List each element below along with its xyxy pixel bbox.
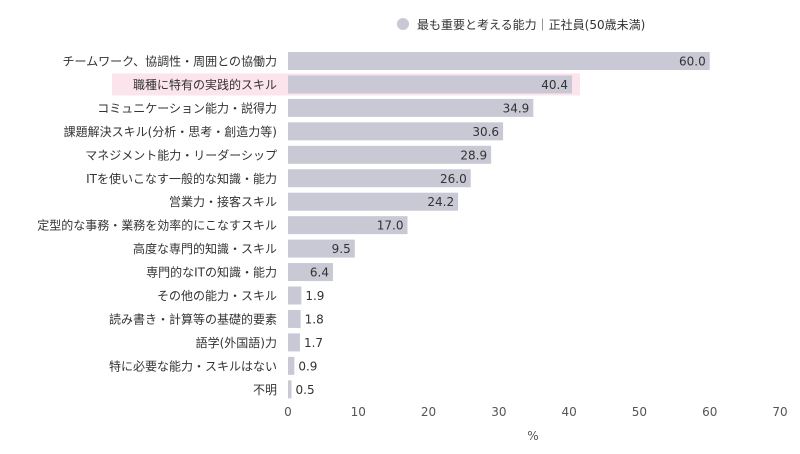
data-label: 30.6: [472, 125, 499, 139]
category-label: 課題解決スキル(分析・思考・創造力等): [64, 124, 277, 139]
category-label: 高度な専門的知識・スキル: [133, 241, 277, 256]
category-label: 専門的なITの知識・能力: [146, 265, 277, 280]
x-axis-label: %: [527, 429, 538, 443]
bar: [288, 239, 355, 258]
data-label: 6.4: [310, 266, 329, 280]
category-label: チームワーク、協調性・周囲との協働力: [63, 54, 277, 69]
data-label: 1.7: [304, 336, 323, 350]
category-label: 定型的な事務・業務を効率的にこなすスキル: [37, 218, 277, 233]
x-tick-label: 20: [421, 405, 436, 419]
x-tick-label: 40: [562, 405, 577, 419]
bar: [288, 169, 471, 188]
data-label: 1.8: [305, 312, 324, 326]
bar: [288, 192, 459, 211]
data-label: 0.5: [296, 383, 315, 397]
legend-marker: [397, 18, 409, 30]
data-label: 34.9: [503, 101, 530, 115]
category-label: 不明: [253, 383, 277, 397]
bar: [288, 286, 302, 305]
data-label: 40.4: [541, 78, 568, 92]
bar: [288, 122, 504, 141]
category-label: マネジメント能力・リーダーシップ: [85, 147, 277, 162]
x-tick-label: 10: [351, 405, 366, 419]
category-label: ITを使いこなす一般的な知識・能力: [86, 171, 277, 186]
x-tick-label: 30: [491, 405, 506, 419]
category-label: 語学(外国語)力: [196, 335, 277, 350]
bar: [288, 380, 292, 399]
bar: [288, 52, 710, 70]
bar: [288, 145, 492, 164]
x-tick-label: 50: [632, 405, 647, 419]
bar: [288, 309, 301, 328]
bar: [288, 216, 408, 235]
category-label: その他の能力・スキル: [157, 289, 277, 303]
x-tick-label: 60: [702, 405, 717, 419]
data-label: 9.5: [332, 242, 351, 256]
category-label: 職種に特有の実践的スキル: [133, 77, 277, 92]
bar: [288, 263, 333, 282]
data-label: 0.9: [298, 359, 317, 373]
data-label: 17.0: [377, 219, 404, 233]
x-tick-label: 70: [772, 405, 787, 419]
category-label: 営業力・接客スキル: [169, 194, 277, 209]
data-label: 28.9: [460, 148, 487, 162]
legend-label: 最も重要と考える能力｜正社員(50歳未満): [417, 17, 645, 32]
data-label: 24.2: [427, 195, 454, 209]
data-label: 60.0: [679, 55, 706, 69]
data-label: 1.9: [305, 289, 324, 303]
data-label: 26.0: [440, 172, 467, 186]
bar: [288, 333, 300, 352]
x-tick-label: 0: [284, 405, 292, 419]
category-label: コミュニケーション能力・説得力: [97, 100, 277, 115]
category-label: 読み書き・計算等の基礎的要素: [109, 311, 277, 326]
bar: [288, 98, 534, 117]
bar: [288, 75, 572, 94]
bar: [288, 356, 295, 375]
category-label: 特に必要な能力・スキルはない: [109, 358, 277, 373]
